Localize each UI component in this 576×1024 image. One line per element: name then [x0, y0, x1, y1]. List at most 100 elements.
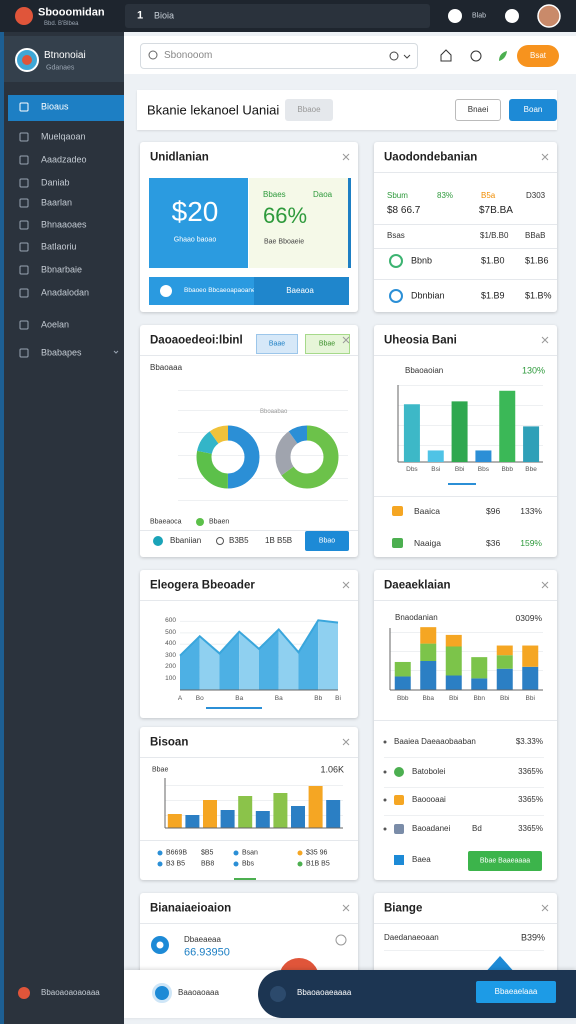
- billing-amount: 66.93950: [184, 946, 230, 959]
- guide-line: [390, 651, 543, 652]
- chip[interactable]: [305, 334, 350, 354]
- x-tick-label: Bbb: [396, 694, 409, 702]
- row-label: Baoadanei: [412, 824, 451, 833]
- divider: [140, 355, 358, 356]
- card-title: Daeaeklaian: [384, 579, 451, 592]
- ledger-value: $8 66.7: [387, 205, 421, 216]
- nav-item[interactable]: Bbabapes: [41, 347, 82, 358]
- footer-button[interactable]: [476, 981, 556, 1003]
- button[interactable]: [509, 99, 557, 121]
- strip-text: Bbaoeo Bbcaeoapaoane: [184, 286, 256, 294]
- row-value: $96: [486, 505, 501, 516]
- footer-icon: [152, 983, 172, 1003]
- button-label[interactable]: Bbao: [318, 537, 336, 545]
- guide-line: [165, 785, 343, 786]
- strip-button-label[interactable]: Baeaoa: [286, 286, 314, 295]
- chart-label: Bbae: [152, 766, 169, 774]
- y-tick-label: 400: [165, 640, 176, 648]
- divider: [140, 600, 358, 601]
- nav-item[interactable]: Anadalodan: [41, 287, 90, 298]
- chip[interactable]: [256, 334, 298, 354]
- x-tick-label: Bbi: [500, 694, 510, 702]
- ledger-row-value: $1.B6: [525, 255, 549, 266]
- chart-label: Bnaodanian: [395, 613, 438, 622]
- guide-line: [390, 632, 543, 633]
- button[interactable]: [468, 851, 542, 871]
- search-placeholder: Sbonooom: [164, 50, 213, 61]
- guide-line: [178, 432, 348, 433]
- row-change: 3365%: [518, 824, 543, 833]
- nav-item[interactable]: Daniab: [41, 177, 70, 188]
- amount: $20: [171, 196, 219, 227]
- chip-label[interactable]: Bbae: [318, 340, 336, 348]
- donut-note: Bboaabao: [260, 409, 288, 415]
- footer-right: Bbaoaoaeaaaa: [297, 988, 352, 997]
- nav-item[interactable]: Bhnaaoaes: [41, 219, 87, 230]
- ledger-head: 83%: [437, 191, 454, 200]
- x-tick-label: Bbi: [525, 694, 535, 702]
- footer-button-label[interactable]: Bbaeaelaaa: [494, 987, 538, 996]
- sidebar: [0, 32, 124, 1024]
- y-tick-label: 200: [165, 662, 176, 670]
- row-change: 159%: [520, 537, 542, 548]
- guide-line: [165, 815, 343, 816]
- x-tick-label: Ba: [274, 694, 283, 702]
- donut-footer: 1B B5B: [265, 536, 293, 545]
- row-label: Baoooaai: [412, 795, 446, 804]
- strip-button[interactable]: [254, 277, 349, 305]
- y-tick-label: 500: [165, 628, 176, 636]
- button-label[interactable]: Bbae Baaeaaaa: [479, 857, 531, 865]
- nav-item[interactable]: Batlaoriu: [41, 241, 77, 252]
- orange-button[interactable]: [517, 45, 559, 67]
- divider: [384, 815, 544, 816]
- card: [140, 727, 358, 880]
- button[interactable]: [285, 99, 333, 121]
- nav-item[interactable]: Bbnarbaie: [41, 264, 83, 275]
- brand-sub: Bbd. B'Blbea: [44, 21, 79, 27]
- divider: [384, 757, 544, 758]
- row-change: $3.33%: [515, 737, 543, 746]
- chip-label[interactable]: Baae: [268, 340, 286, 348]
- legend-label: B1B B5: [306, 860, 330, 868]
- legend-label: Bbaeaoca: [150, 518, 182, 526]
- tab-number: 1: [137, 9, 144, 22]
- legend-label: Bsan: [242, 849, 258, 857]
- guide-line: [398, 425, 543, 426]
- row-label: Batobolei: [412, 767, 446, 776]
- footer-icon: [270, 986, 286, 1002]
- legend-label: $35 96: [306, 849, 328, 857]
- divider: [374, 248, 557, 249]
- x-tick-label: A: [177, 694, 183, 702]
- scroll-indicator: [206, 707, 262, 709]
- divider: [374, 279, 557, 280]
- donut-footer: B3B5: [229, 536, 249, 545]
- guide-line: [165, 800, 343, 801]
- nav-item[interactable]: Bioaus: [41, 101, 69, 112]
- button-label[interactable]: Bbaoe: [297, 105, 321, 114]
- nav-item[interactable]: Muelqaoan: [41, 131, 86, 142]
- amount-panel: [149, 178, 248, 268]
- profile-name: Btnonoiai: [44, 50, 86, 61]
- tab-field[interactable]: [125, 4, 430, 28]
- nav-item[interactable]: Aaadzadeo: [41, 154, 87, 165]
- guide-line: [398, 385, 543, 386]
- y-tick-label: 300: [165, 651, 176, 659]
- orange-button-label[interactable]: Bsat: [529, 51, 547, 60]
- button-label[interactable]: Boan: [523, 105, 543, 114]
- nav-item[interactable]: Aoelan: [41, 319, 70, 330]
- y-tick-label: 600: [165, 617, 176, 625]
- y-tick-label: 100: [165, 674, 176, 682]
- button-label[interactable]: Bnaei: [467, 105, 489, 114]
- card-title: Bisoan: [150, 736, 189, 749]
- ledger-col: BBaB: [525, 231, 546, 240]
- ledger-head: B5a: [481, 191, 496, 200]
- chart-change: 130%: [521, 365, 545, 376]
- stat-caption: Bae Bboaeie: [264, 238, 305, 246]
- search-input[interactable]: [140, 43, 418, 69]
- button[interactable]: [455, 99, 501, 121]
- button[interactable]: [305, 531, 349, 551]
- guide-line: [398, 445, 543, 446]
- nav-item[interactable]: Baarlan: [41, 197, 73, 208]
- range-change: B39%: [520, 932, 545, 943]
